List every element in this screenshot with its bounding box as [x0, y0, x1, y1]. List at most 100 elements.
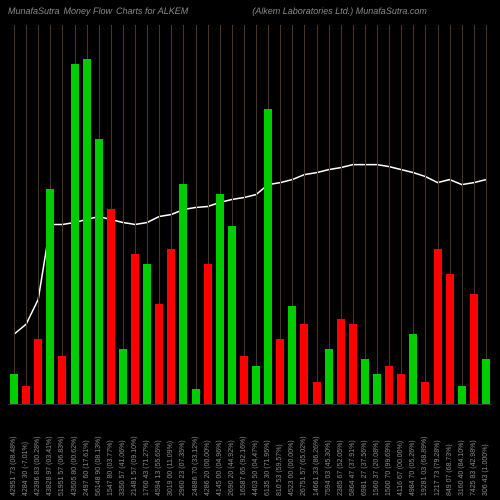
grid-line: [244, 25, 245, 404]
bar: [264, 109, 272, 404]
grid-line: [123, 25, 124, 404]
bar: [276, 339, 284, 404]
bar: [458, 386, 466, 404]
brand-text: MunafaSutra: [8, 6, 60, 16]
grid-line: [486, 25, 487, 404]
bar: [34, 339, 42, 404]
bar: [143, 264, 151, 404]
x-axis-label: 4594 13 (55.65%): [155, 406, 162, 496]
bar: [83, 59, 91, 404]
x-axis-label: 4523 00 (00.00%): [288, 406, 295, 496]
grid-line: [317, 25, 318, 404]
chart-header: MunafaSutra Money Flow Charts for ALKEM …: [0, 6, 500, 16]
x-axis-label: 42951 73 (08.48%): [10, 406, 17, 496]
bar: [349, 324, 357, 404]
x-axis-label: 16587 65 (92.16%): [240, 406, 247, 496]
x-axis-label: 56148 90 (08.13%): [95, 406, 102, 496]
bar: [385, 366, 393, 404]
title-part2: Charts for ALKEM: [116, 6, 188, 16]
x-axis-label: 5864 47 (37.91%): [349, 406, 356, 496]
bar: [119, 349, 127, 404]
bar: [58, 356, 66, 404]
x-axis-label: 4984 70 (05.26%): [409, 406, 416, 496]
bar: [46, 189, 54, 404]
bar: [192, 389, 200, 404]
bar: [409, 334, 417, 404]
company-text: (Alkem Laboratories Ltd.) MunafaSutra.co…: [252, 6, 427, 16]
x-axis-label: 24886 70 (33.12%): [192, 406, 199, 496]
grid-line: [26, 25, 27, 404]
x-axis-label: 1547 80 (03.77%): [107, 406, 114, 496]
x-axis-label: 2690 20 (44.92%): [228, 406, 235, 496]
x-axis-label: 4284 30 (-7.01%): [22, 406, 29, 496]
x-axis-label: 42396 83 (00.28%): [34, 406, 41, 496]
grid-line: [256, 25, 257, 404]
x-axis-label: 26751 57 (65.02%): [300, 406, 307, 496]
x-axis-label: 6135 30 (71.95%): [264, 406, 271, 496]
bar: [107, 209, 115, 404]
bar: [71, 64, 79, 404]
price-line: [8, 25, 492, 404]
x-axis-label: 4116 67 (00.00%): [397, 406, 404, 496]
bar: [216, 194, 224, 404]
bar: [204, 264, 212, 404]
bar: [397, 374, 405, 404]
x-axis-label: 1760 43 (71.27%): [143, 406, 150, 496]
grid-line: [401, 25, 402, 404]
bar: [131, 254, 139, 404]
x-axis-label: 4403 50 (04.47%): [252, 406, 259, 496]
bar: [446, 274, 454, 404]
bar: [337, 319, 345, 404]
x-axis-label: 306 43 (1.000%): [482, 406, 489, 496]
x-axis-label: 2497 60 (17.61%): [83, 406, 90, 496]
grid-line: [196, 25, 197, 404]
x-axis-label: 4145 00 (04.96%): [216, 406, 223, 496]
bar: [470, 294, 478, 404]
x-axis-label: 3019 00 (11.09%): [167, 406, 174, 496]
bar: [313, 382, 321, 404]
bar: [288, 306, 296, 404]
x-axis-label: 1217 73 (79.28%): [434, 406, 441, 496]
bar: [300, 324, 308, 404]
grid-line: [377, 25, 378, 404]
grid-line: [14, 25, 15, 404]
x-axis-label: 7425 83 (42.98%): [470, 406, 477, 496]
bar: [155, 304, 163, 404]
x-axis-label: 1560 37 (20.08%): [373, 406, 380, 496]
bar: [95, 139, 103, 404]
bar: [421, 382, 429, 404]
x-axis-label: 51951 57 (06.83%): [58, 406, 65, 496]
grid-line: [62, 25, 63, 404]
bar: [167, 249, 175, 404]
x-axis-labels: 42951 73 (08.48%) 4284 30 (-7.01%) 42396 8…: [8, 405, 492, 500]
x-axis-label: 43505 80 (00.62%): [71, 406, 78, 496]
bar: [240, 356, 248, 404]
bar: [434, 249, 442, 404]
x-axis-label: 3350 57 (41.06%): [119, 406, 126, 496]
x-axis-label: 6981 27 (37.56%): [361, 406, 368, 496]
x-axis-label: 810 53 (59.57%): [276, 406, 283, 496]
bar: [482, 359, 490, 404]
x-axis-label: 7594 03 (45.30%): [325, 406, 332, 496]
x-axis-label: 4286 20 (00.00%): [204, 406, 211, 496]
x-axis-label: 21481 57 (09.10%): [131, 406, 138, 496]
grid-line: [365, 25, 366, 404]
bar: [361, 359, 369, 404]
bar: [10, 374, 18, 404]
bar: [373, 374, 381, 404]
chart-area: [8, 25, 492, 405]
x-axis-label: 1500 70 (99.69%): [385, 406, 392, 496]
grid-line: [425, 25, 426, 404]
grid-line: [462, 25, 463, 404]
x-axis-label: 14661 33 (86.26%): [313, 406, 320, 496]
bar: [228, 226, 236, 404]
x-axis-label: 3160 40 (84.10%): [458, 406, 465, 496]
grid-line: [329, 25, 330, 404]
bar: [22, 386, 30, 404]
x-axis-label: 2960 23 (07.35%): [179, 406, 186, 496]
bar: [325, 349, 333, 404]
title-part1: Money Flow: [64, 6, 113, 16]
x-axis-label: 2385 67 (52.05%): [337, 406, 344, 496]
grid-line: [389, 25, 390, 404]
x-axis-label: 43828 97 (03.41%): [46, 406, 53, 496]
